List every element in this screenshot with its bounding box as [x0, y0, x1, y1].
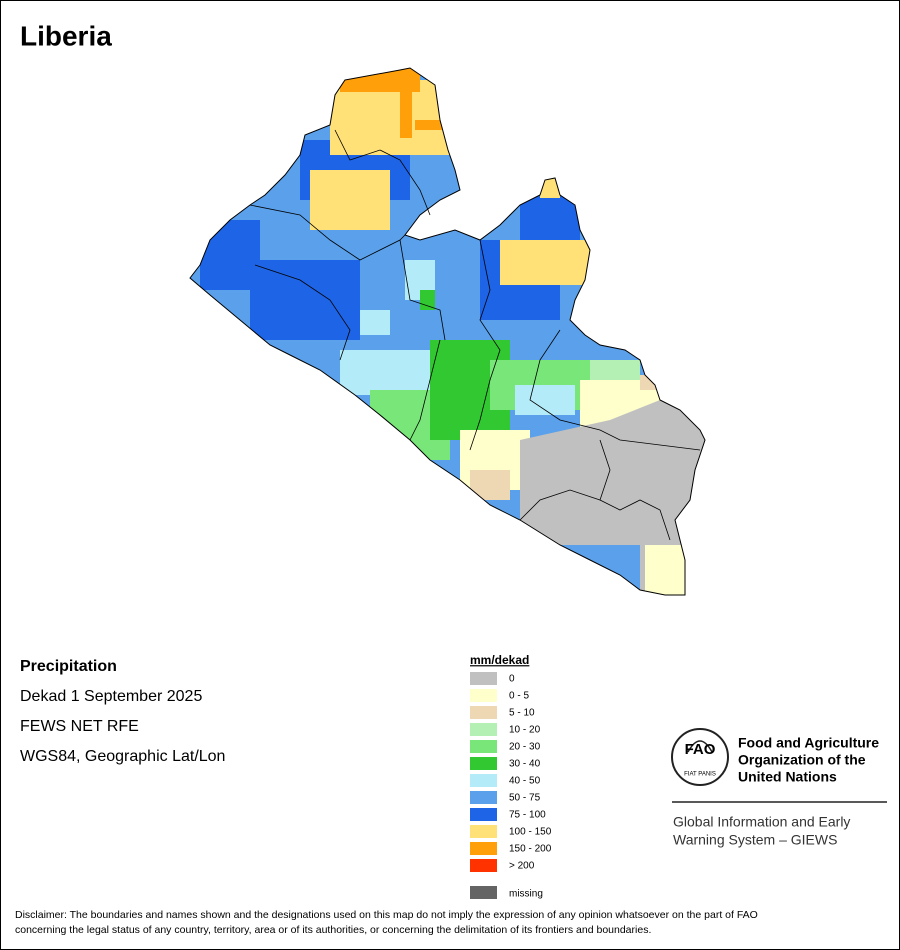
boundary — [599, 439, 671, 541]
legend-swatch — [470, 808, 497, 821]
boundary — [399, 239, 446, 341]
legend-swatch — [470, 842, 497, 855]
disclaimer-line: Disclaimer: The boundaries and names sho… — [15, 909, 758, 921]
legend-swatch — [470, 757, 497, 770]
emblem-motto: FIAT PANIS — [684, 772, 716, 778]
legend-title: mm/dekad — [470, 653, 529, 667]
emblem-wheat — [687, 740, 713, 753]
legend-label: missing — [509, 889, 543, 900]
fao-logo: FAO FIAT PANIS — [671, 728, 887, 803]
org-name: Organization of the — [738, 752, 866, 768]
legend-swatch — [470, 740, 497, 753]
boundary — [529, 329, 701, 451]
legend-label: > 200 — [509, 861, 535, 872]
legend-label: 10 - 20 — [509, 725, 541, 736]
rain-area — [645, 545, 695, 595]
rain-area — [540, 178, 560, 198]
legend-label: 40 - 50 — [509, 776, 541, 787]
rain-area — [500, 240, 590, 285]
org-name: Food and Agriculture — [738, 735, 879, 751]
legend-label: 30 - 40 — [509, 759, 541, 770]
legend-swatch — [470, 689, 497, 702]
boundary — [254, 264, 351, 361]
map-title: Liberia — [20, 20, 112, 51]
disclaimer-line: concerning the legal status of any count… — [15, 924, 651, 936]
rain-area — [640, 375, 660, 390]
legend-label: 150 - 200 — [509, 844, 552, 855]
rain-area — [415, 120, 445, 130]
boundary — [249, 204, 406, 261]
emblem-text: FAO — [685, 741, 716, 758]
info-line: Precipitation — [20, 658, 117, 675]
rain-area — [310, 170, 390, 230]
legend: mm/dekad 0 0 - 5 5 - 10 10 - 20 20 - 30 30 - … — [470, 653, 552, 900]
info-block: Precipitation Dekad 1 September 2025 FEWS … — [20, 658, 225, 765]
legend-label: 0 — [509, 674, 515, 685]
boundary — [469, 239, 501, 451]
system-name: Global Information and Early — [673, 814, 850, 830]
rain-area — [360, 310, 390, 335]
legend-swatch — [470, 825, 497, 838]
boundary — [409, 339, 441, 441]
legend-swatch — [470, 672, 497, 685]
rain-area — [515, 385, 575, 415]
rain-area — [250, 260, 360, 340]
legend-swatch — [470, 886, 497, 899]
legend-label: 20 - 30 — [509, 742, 541, 753]
legend-swatch — [470, 723, 497, 736]
system-name: Warning System – GIEWS — [673, 832, 837, 848]
legend-label: 50 - 75 — [509, 793, 541, 804]
disclaimer: Disclaimer: The boundaries and names sho… — [15, 909, 758, 936]
info-line: WGS84, Geographic Lat/Lon — [20, 748, 225, 765]
info-line: Dekad 1 September 2025 — [20, 688, 202, 705]
legend-label: 0 - 5 — [509, 691, 529, 702]
legend-swatch — [470, 859, 497, 872]
rain-area — [420, 290, 435, 310]
legend-label: 75 - 100 — [509, 810, 546, 821]
legend-label: 100 - 150 — [509, 827, 552, 838]
boundary — [519, 489, 601, 521]
boundary — [334, 129, 431, 216]
legend-label: 5 - 10 — [509, 708, 535, 719]
legend-swatch — [470, 791, 497, 804]
info-line: FEWS NET RFE — [20, 718, 139, 735]
legend-swatch — [470, 706, 497, 719]
county-boundaries — [249, 129, 701, 541]
rain-area — [340, 350, 440, 395]
rain-area — [330, 80, 450, 155]
rain-area — [470, 470, 510, 500]
org-name: United Nations — [738, 769, 837, 785]
rain-area — [400, 68, 412, 138]
emblem-ring — [671, 728, 729, 786]
precipitation-grid — [190, 68, 705, 595]
legend-swatch — [470, 774, 497, 787]
